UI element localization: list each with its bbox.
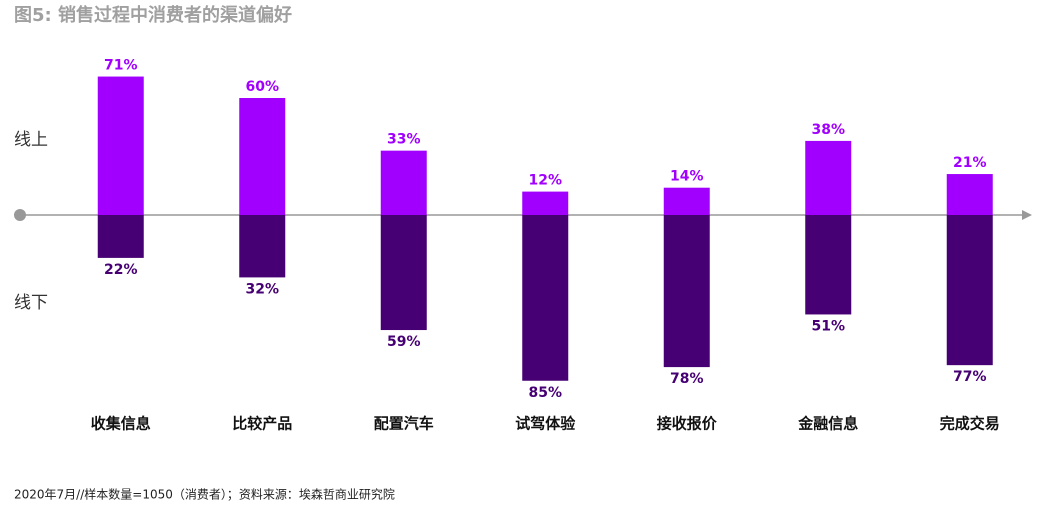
x-tick-label: 接收报价 (657, 415, 718, 433)
bar (946, 215, 993, 366)
value-label: 14% (670, 169, 704, 185)
axis-origin (14, 209, 26, 221)
x-tick-label: 完成交易 (940, 415, 1000, 433)
bar (946, 174, 993, 215)
value-label: 77% (953, 369, 987, 385)
axis-arrow (1022, 210, 1032, 220)
value-label: 38% (811, 122, 845, 138)
x-tick-label: 试驾体验 (515, 415, 576, 433)
bar (522, 215, 569, 381)
value-label: 71% (104, 58, 138, 74)
series-label: 线下 (14, 293, 48, 313)
bar (805, 140, 852, 215)
bar (97, 215, 144, 258)
value-label: 85% (528, 385, 562, 401)
bar (239, 215, 286, 278)
x-tick-label: 比较产品 (232, 415, 292, 433)
value-label: 32% (245, 281, 279, 297)
value-label: 60% (245, 79, 279, 95)
chart-title: 图5: 销售过程中消费者的渠道偏好 (14, 4, 292, 26)
x-tick-label: 收集信息 (91, 415, 151, 433)
value-label: 21% (953, 155, 987, 171)
bar (97, 76, 144, 215)
series-label: 线上 (14, 130, 48, 150)
value-label: 22% (104, 262, 138, 278)
value-label: 51% (811, 318, 845, 334)
bar (805, 215, 852, 315)
value-label: 12% (528, 173, 562, 189)
bar (380, 150, 427, 215)
bar (239, 98, 286, 215)
x-tick-label: 配置汽车 (374, 415, 434, 433)
bar (522, 191, 569, 215)
value-label: 33% (387, 132, 421, 148)
footnote: 2020年7月//样本数量=1050（消费者）；资料来源：埃森哲商业研究院 (14, 487, 395, 502)
bar (663, 215, 710, 368)
value-label: 59% (387, 334, 421, 350)
x-tick-label: 金融信息 (797, 415, 858, 433)
value-label: 78% (670, 371, 704, 387)
bar (663, 187, 710, 215)
bar (380, 215, 427, 331)
